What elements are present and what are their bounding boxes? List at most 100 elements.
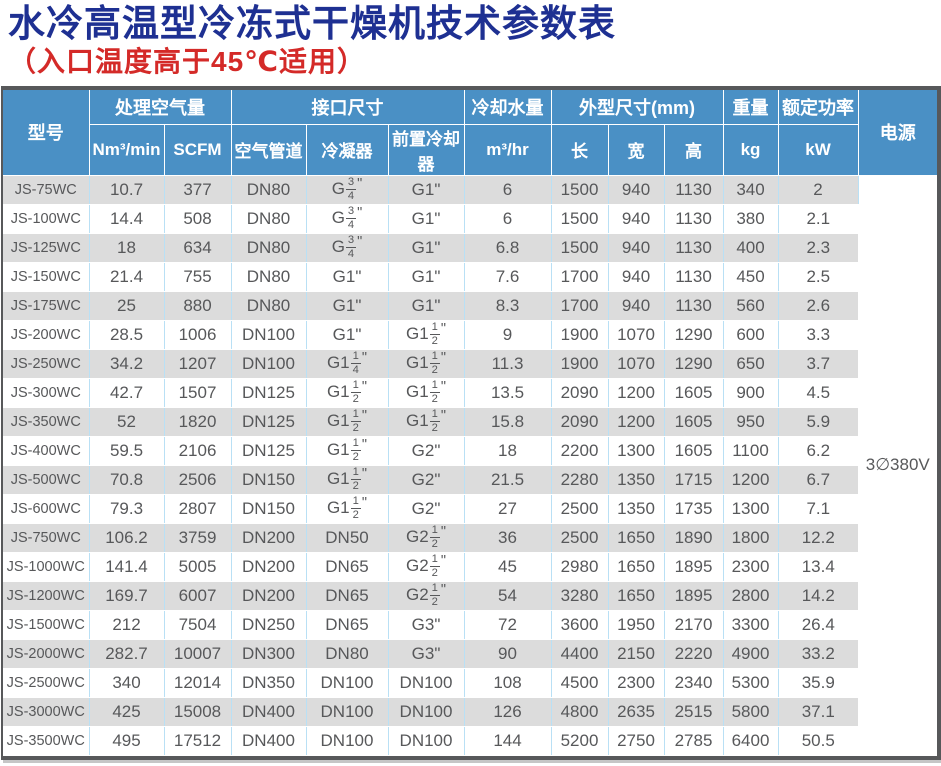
cell-precooler: G1" xyxy=(388,291,465,321)
col-header-air-volume: 处理空气量 xyxy=(88,89,232,125)
table-row: JS-350WC 52 1820 DN125 G1 1 2 " G1 1 2 " 15.8 2090 120… xyxy=(3,407,937,437)
cell-scfm: 7504 xyxy=(164,610,232,640)
cell-scfm: 634 xyxy=(164,233,232,263)
cell-weight-kg: 340 xyxy=(723,175,779,205)
cell-height: 1715 xyxy=(664,465,724,495)
cell-width: 2635 xyxy=(608,697,665,727)
cell-precooler: G1 1 2 " xyxy=(388,320,465,350)
cell-precooler: DN100 xyxy=(388,668,465,698)
cell-height: 1895 xyxy=(664,552,724,582)
cell-precooler: G1 1 2 " xyxy=(388,378,465,408)
cell-water-m3hr: 9 xyxy=(464,320,552,350)
cell-water-m3hr: 36 xyxy=(464,523,552,553)
cell-model: JS-75WC xyxy=(3,175,90,205)
table-row: JS-300WC 42.7 1507 DN125 G1 1 2 " G1 1 2 " 13.5 2090 1… xyxy=(3,378,937,408)
cell-length: 2200 xyxy=(551,436,609,466)
cell-condenser: G1 1 2 " xyxy=(306,378,389,408)
page-title: 水冷高温型冷冻式干燥机技术参数表 xyxy=(8,3,616,44)
cell-height: 1735 xyxy=(664,494,724,524)
table-row: JS-75WC 10.7 377 DN80 G 3 4 " G1" 6 1500 940 1130 340… xyxy=(3,175,938,756)
col-header-dimensions: 外型尺寸(mm) xyxy=(550,89,724,125)
cell-model: JS-400WC xyxy=(3,436,90,466)
cell-power-kw: 3.3 xyxy=(778,320,859,350)
cell-model: JS-3000WC xyxy=(3,697,90,727)
cell-condenser: G1" xyxy=(306,320,389,350)
cell-height: 1605 xyxy=(664,378,724,408)
cell-height: 1895 xyxy=(664,581,724,611)
cell-scfm: 15008 xyxy=(164,697,232,727)
cell-water-m3hr: 108 xyxy=(464,668,552,698)
cell-height: 2785 xyxy=(664,726,724,756)
cell-condenser: G 3 4 " xyxy=(306,204,389,234)
cell-length: 1700 xyxy=(551,262,609,292)
cell-weight-kg: 560 xyxy=(723,291,779,321)
cell-power-kw: 2.5 xyxy=(778,262,859,292)
cell-precooler: G3" xyxy=(388,639,465,669)
cell-nm3-min: 70.8 xyxy=(89,465,165,495)
cell-water-m3hr: 21.5 xyxy=(464,465,552,495)
cell-nm3-min: 21.4 xyxy=(89,262,165,292)
cell-air-pipe: DN125 xyxy=(231,436,307,466)
cell-width: 1350 xyxy=(608,465,665,495)
cell-power-kw: 6.2 xyxy=(778,436,859,466)
cell-power-kw: 3.7 xyxy=(778,349,859,379)
cell-nm3-min: 28.5 xyxy=(89,320,165,350)
table-body: JS-75WC 10.7 377 DN80 G 3 4 " G1" 6 1500 940 1130 340… xyxy=(3,175,938,756)
cell-air-pipe: DN400 xyxy=(231,726,307,756)
table-row: JS-600WC 79.3 2807 DN150 G1 1 2 " G2" 27 2500 1350 1… xyxy=(3,494,937,524)
cell-condenser: DN65 xyxy=(306,581,389,611)
cell-height: 1130 xyxy=(664,175,724,205)
cell-scfm: 3759 xyxy=(164,523,232,553)
cell-nm3-min: 79.3 xyxy=(89,494,165,524)
col-header-water-unit: m³/hr xyxy=(463,123,552,176)
cell-scfm: 10007 xyxy=(164,639,232,669)
cell-nm3-min: 282.7 xyxy=(89,639,165,669)
cell-weight-kg: 380 xyxy=(723,204,779,234)
cell-air-pipe: DN200 xyxy=(231,581,307,611)
cell-model: JS-2500WC xyxy=(3,668,90,698)
cell-length: 1900 xyxy=(551,349,609,379)
cell-air-pipe: DN200 xyxy=(231,552,307,582)
col-header-height: 高 xyxy=(663,123,724,176)
cell-model: JS-1200WC xyxy=(3,581,90,611)
cell-scfm: 1507 xyxy=(164,378,232,408)
cell-scfm: 12014 xyxy=(164,668,232,698)
cell-model: JS-2000WC xyxy=(3,639,90,669)
cell-water-m3hr: 45 xyxy=(464,552,552,582)
col-header-condenser: 冷凝器 xyxy=(305,123,389,176)
col-header-air-pipe: 空气管道 xyxy=(230,123,307,176)
cell-precooler: G1" xyxy=(388,262,465,292)
cell-model: JS-175WC xyxy=(3,291,90,321)
cell-height: 1890 xyxy=(664,523,724,553)
cell-water-m3hr: 7.6 xyxy=(464,262,552,292)
cell-height: 1605 xyxy=(664,407,724,437)
cell-water-m3hr: 6 xyxy=(464,175,552,205)
cell-weight-kg: 650 xyxy=(723,349,779,379)
cell-model: JS-500WC xyxy=(3,465,90,495)
cell-power-kw: 26.4 xyxy=(778,610,859,640)
cell-nm3-min: 14.4 xyxy=(89,204,165,234)
cell-condenser: G1" xyxy=(306,262,389,292)
cell-width: 940 xyxy=(608,204,665,234)
cell-scfm: 1006 xyxy=(164,320,232,350)
cell-precooler: G2" xyxy=(388,465,465,495)
cell-height: 1130 xyxy=(664,204,724,234)
col-header-length: 长 xyxy=(550,123,609,176)
cell-air-pipe: DN80 xyxy=(231,175,307,205)
cell-power-kw: 5.9 xyxy=(778,407,859,437)
cell-weight-kg: 6400 xyxy=(723,726,779,756)
cell-height: 1605 xyxy=(664,436,724,466)
cell-width: 1200 xyxy=(608,378,665,408)
cell-condenser: DN50 xyxy=(306,523,389,553)
cell-nm3-min: 169.7 xyxy=(89,581,165,611)
cell-width: 1070 xyxy=(608,349,665,379)
cell-model: JS-350WC xyxy=(3,407,90,437)
col-header-connection: 接口尺寸 xyxy=(230,89,465,125)
cell-precooler: G3" xyxy=(388,610,465,640)
cell-height: 1130 xyxy=(664,262,724,292)
cell-length: 4400 xyxy=(551,639,609,669)
cell-water-m3hr: 13.5 xyxy=(464,378,552,408)
